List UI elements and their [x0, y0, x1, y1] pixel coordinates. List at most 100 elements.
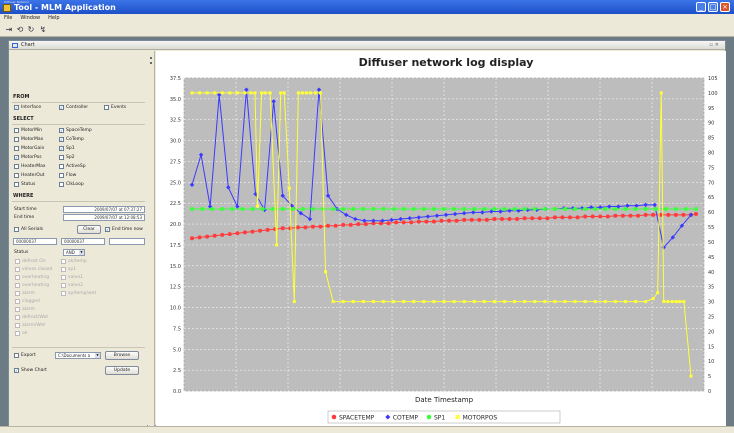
checkbox-show-chart[interactable]: ✓ Show Chart [14, 368, 47, 373]
status-flag[interactable]: ok/temp [61, 259, 87, 264]
menu-file[interactable]: File [4, 15, 13, 21]
update-button[interactable]: Update [105, 366, 139, 375]
checkbox-interface[interactable]: ✓ Interface [14, 105, 42, 110]
checkbox-motorpos[interactable]: ✓ MotorPos [14, 155, 42, 160]
split-pane-divider[interactable] [148, 51, 155, 427]
minimize-icon[interactable]: _ [696, 2, 706, 12]
maximize-icon[interactable]: □ [708, 2, 718, 12]
y-tick-label: 27.5 [170, 159, 181, 165]
help-icon[interactable]: ↯ [39, 25, 47, 34]
checkbox-end-time-now[interactable]: ✓ End time now [105, 227, 143, 232]
refresh-icon[interactable]: ⟲ [16, 25, 24, 34]
spacetemp-point [386, 221, 391, 226]
checkbox-motormax[interactable]: MotorMax [14, 137, 43, 142]
frame-controls[interactable]: ▫✕ [709, 42, 721, 48]
divider [12, 347, 145, 348]
serial-input-2[interactable]: 00000037 [61, 238, 105, 245]
window-title: Tool - MLM Application [14, 3, 116, 12]
checkbox-heatermax[interactable]: HeaterMax [14, 164, 46, 169]
spacetemp-point [605, 214, 610, 219]
sp1-point [431, 207, 436, 212]
checkbox-events[interactable]: Events [104, 105, 126, 110]
checkbox-activesp[interactable]: ActiveSp [59, 164, 86, 169]
cotemp-point [661, 245, 666, 250]
serial-input-3[interactable] [109, 238, 145, 245]
checkbox-motormin[interactable]: MotorMin [14, 128, 42, 133]
checkbox-sp2[interactable]: Sp2 [59, 155, 75, 160]
sp1-point [361, 207, 366, 212]
query-sidebar: FROM ✓ Interface ✓ Controller Events SELEC… [9, 51, 147, 427]
cotemp-point [643, 202, 648, 208]
splitter-arrow-icon[interactable] [150, 57, 152, 59]
frame-title-bar[interactable]: Chart ▫✕ [9, 41, 725, 50]
sp1-point [190, 207, 194, 212]
checkbox-status[interactable]: Status [14, 182, 35, 187]
close-icon[interactable]: × [720, 2, 730, 12]
browse-button[interactable]: Browse [105, 351, 139, 360]
title-bar[interactable]: Diffuser Network Tool - MLM Application … [0, 0, 734, 14]
clear-button[interactable]: Clear [77, 225, 101, 234]
status-flag[interactable]: overheating [15, 283, 49, 288]
export-path-select[interactable]: C:\Documents a ▼ [55, 352, 101, 359]
status-flag[interactable]: alarm/Wet [15, 323, 45, 328]
y-tick-label: 32.5 [170, 118, 181, 124]
cotemp-point [207, 204, 213, 209]
menu-window[interactable]: Window [20, 15, 41, 21]
splitter-arrow-icon[interactable] [150, 62, 152, 64]
status-flag[interactable]: ok [15, 331, 27, 336]
status-flag[interactable]: sp/temp/wet [61, 291, 96, 296]
spacetemp-point [560, 215, 565, 220]
status-flag[interactable]: alarm [15, 291, 35, 296]
checkbox-spacetemp[interactable]: ✓ SpaceTemp [59, 128, 92, 133]
status-flag[interactable]: valve1 [61, 275, 83, 280]
status-flag[interactable]: clogged [15, 299, 40, 304]
cotemp-point [271, 99, 276, 104]
legend-label-cotemp: COTEMP [393, 414, 419, 421]
select-heading: SELECT [13, 116, 34, 122]
motorpos-point [644, 300, 648, 304]
status-flag[interactable]: defrost On [15, 259, 46, 264]
status-flag[interactable]: valve2 [61, 283, 83, 288]
checkbox-sp1[interactable]: ✓ Sp1 [59, 146, 75, 151]
serial-input-1[interactable]: 00000037 [13, 238, 57, 245]
checkbox-clkloop[interactable]: ClkLoop [59, 182, 84, 187]
status-select[interactable]: AND ▼ [63, 249, 85, 256]
motorpos-point [263, 91, 267, 95]
end-time-input[interactable]: 2009/07/07 at 12:08:53 [63, 214, 145, 221]
checkbox-export[interactable]: Export [14, 353, 36, 358]
menu-help[interactable]: Help [48, 15, 60, 21]
chart-canvas: Diffuser network log display 0.0 2.5 5.0 7.… [170, 56, 718, 424]
sp1-point [694, 207, 698, 212]
checkbox-all-serials[interactable]: All Serials [14, 227, 43, 232]
status-flag[interactable]: alarm [15, 307, 35, 312]
status-flag[interactable]: overheating [15, 275, 49, 280]
sp1-point [663, 207, 668, 212]
cotemp-point [679, 223, 685, 228]
sp1-point [270, 207, 275, 212]
window-controls: _ □ × [696, 2, 730, 12]
status-flag[interactable]: defrost/Wet [15, 315, 48, 320]
from-heading: FROM [13, 94, 30, 100]
connect-icon[interactable]: ⇥ [5, 25, 13, 34]
sp1-point [573, 207, 578, 212]
motorpos-point [190, 91, 194, 95]
checkbox-flow[interactable]: Flow [59, 173, 76, 178]
spacetemp-point [326, 223, 331, 228]
redo-icon[interactable]: ↻ [27, 25, 35, 34]
status-flag[interactable]: valves closed [15, 267, 52, 272]
spacetemp-point [658, 212, 663, 217]
sp1-point [341, 207, 346, 212]
spacetemp-point [439, 218, 444, 223]
spacetemp-point [341, 222, 346, 227]
checkbox-cotemp[interactable]: ✓ CoTemp [59, 137, 84, 142]
motorpos-point [472, 300, 476, 304]
y2-tick-label: 20 [708, 329, 714, 335]
end-time-label: End time [14, 215, 35, 220]
status-flag[interactable]: sp1 [61, 267, 76, 272]
motorpos-point [513, 300, 517, 304]
checkbox-controller[interactable]: ✓ Controller [59, 105, 89, 110]
checkbox-motorgain[interactable]: MotorGain [14, 146, 44, 151]
checkbox-heaterout[interactable]: HeaterOut [14, 173, 44, 178]
divider [12, 201, 145, 202]
start-time-input[interactable]: 2009/07/07 at 07:37:27 [63, 206, 145, 213]
